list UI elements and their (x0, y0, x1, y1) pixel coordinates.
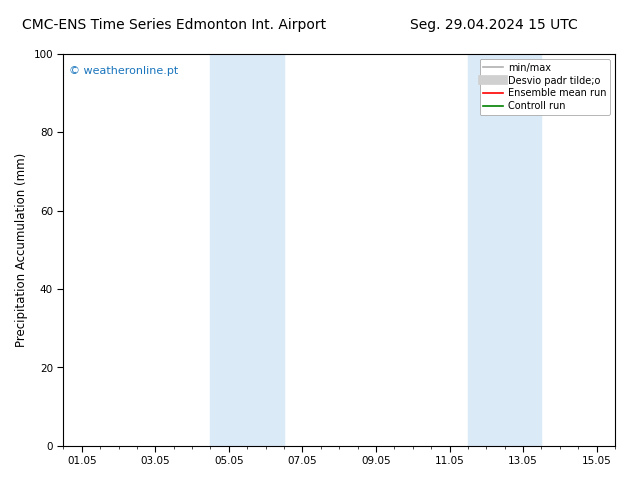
Bar (210, 54, 284, 446)
Bar (468, 54, 541, 446)
Legend: min/max, Desvio padr tilde;o, Ensemble mean run, Controll run: min/max, Desvio padr tilde;o, Ensemble m… (479, 59, 610, 115)
Text: © weatheronline.pt: © weatheronline.pt (69, 66, 178, 75)
Y-axis label: Precipitation Accumulation (mm): Precipitation Accumulation (mm) (15, 153, 28, 347)
Text: Seg. 29.04.2024 15 UTC: Seg. 29.04.2024 15 UTC (410, 18, 578, 32)
Text: CMC-ENS Time Series Edmonton Int. Airport: CMC-ENS Time Series Edmonton Int. Airpor… (22, 18, 326, 32)
